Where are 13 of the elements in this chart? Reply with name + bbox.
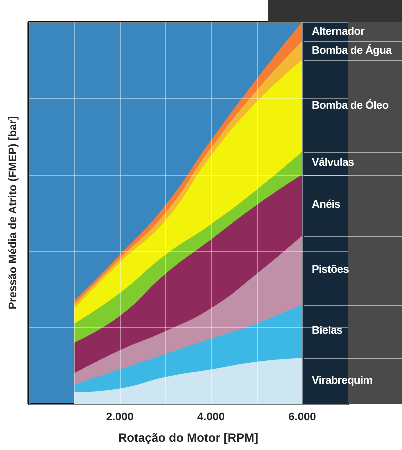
series-label: Bielas [312, 324, 343, 340]
x-axis-title: Rotação do Motor [RPM] [118, 431, 258, 445]
series-label: Válvulas [312, 156, 354, 172]
series-label: Virabrequim [312, 374, 373, 390]
x-tick-label: 2.000 [106, 412, 134, 424]
x-tick-label: 4.000 [198, 412, 226, 424]
series-label: Bomba de Água [312, 43, 392, 59]
series-label: Pistões [312, 263, 350, 278]
y-axis-title: Pressão Média de Atrito (FMEP) [bar] [8, 116, 20, 310]
series-label: Anéis [312, 198, 340, 214]
x-tick-label: 6.000 [288, 412, 316, 424]
series-label: Bomba de Óleo [312, 98, 389, 114]
series-label: Alternador [312, 24, 365, 40]
